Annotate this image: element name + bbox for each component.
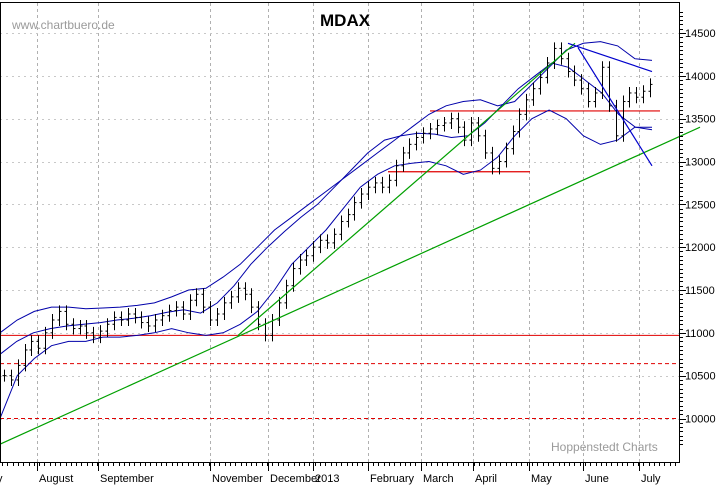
long-term-uptrend [0,126,701,445]
month-label: June [585,473,609,485]
y-tick-label: 11000 [685,328,715,340]
lower-band [0,109,652,419]
chart-title: MDAX [320,11,371,30]
y-tick-label: 12500 [685,199,716,211]
y-tick-label: 10000 [685,414,716,426]
y-tick-label: 14500 [685,28,716,40]
month-label: September [100,473,154,485]
y-axis: 10000 10500 11000 11500 12000 12500 13000 13500… [680,12,716,445]
upper-band [0,41,653,334]
month-label: April [475,473,497,485]
y-tick-label: 13000 [685,157,716,169]
y-tick-label: 14000 [685,71,716,83]
month-label: July [641,473,661,485]
y-tick-label: 13500 [685,114,716,126]
month-label: y [0,473,3,485]
level-lines [0,110,680,419]
watermark: www.chartbuero.de [11,18,115,32]
bollinger-bands [0,41,653,419]
month-label: March [423,473,454,485]
month-label: February [370,473,415,485]
month-label: May [531,473,552,485]
plot-frame [0,2,680,463]
falling-trend-lower [577,47,653,167]
middle-band [0,62,653,355]
y-tick-label: 12000 [685,242,716,254]
trend-lines [0,42,701,445]
month-label: December [270,473,321,485]
y-tick-label: 11500 [685,285,715,297]
month-label: 2013 [315,473,339,485]
source-label: Hoppenstedt Charts [551,440,658,454]
y-tick-label: 10500 [685,371,716,383]
falling-trend-upper [567,42,653,73]
month-label: November [212,473,263,485]
grid [0,3,680,463]
month-label: August [39,473,73,485]
short-term-uptrend [237,42,576,336]
